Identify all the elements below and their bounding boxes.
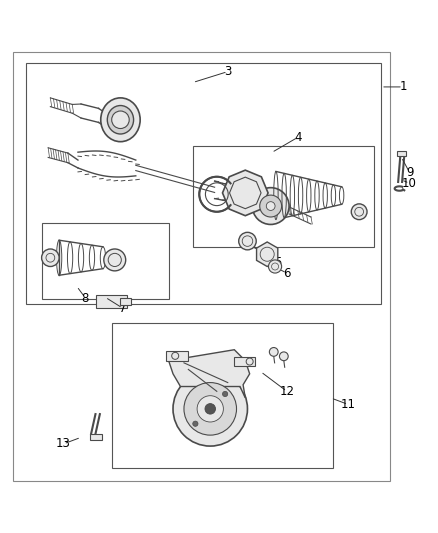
Text: 3: 3 <box>224 65 231 78</box>
Polygon shape <box>223 170 268 216</box>
Text: 1: 1 <box>399 80 407 93</box>
Text: 10: 10 <box>402 177 417 190</box>
Text: 13: 13 <box>56 438 71 450</box>
Text: 2: 2 <box>259 245 267 257</box>
Circle shape <box>269 348 278 356</box>
Text: 11: 11 <box>341 398 356 411</box>
Bar <box>234 357 255 366</box>
Circle shape <box>239 232 256 250</box>
Ellipse shape <box>107 106 134 134</box>
Bar <box>26 63 381 304</box>
Circle shape <box>260 195 282 217</box>
Circle shape <box>184 383 237 435</box>
Circle shape <box>42 249 59 266</box>
Circle shape <box>252 188 289 224</box>
Text: 4: 4 <box>294 131 302 144</box>
Polygon shape <box>169 350 250 398</box>
Text: 6: 6 <box>283 266 291 280</box>
Circle shape <box>268 260 282 273</box>
Circle shape <box>223 391 228 397</box>
Bar <box>166 351 188 361</box>
Circle shape <box>173 372 247 446</box>
Circle shape <box>193 421 198 426</box>
Bar <box>120 298 131 305</box>
Circle shape <box>112 111 129 128</box>
Bar <box>90 434 102 440</box>
Circle shape <box>197 395 223 422</box>
Bar <box>193 146 374 247</box>
Text: 12: 12 <box>279 385 294 398</box>
Circle shape <box>351 204 367 220</box>
Text: 8: 8 <box>82 292 89 304</box>
Circle shape <box>279 352 288 361</box>
Bar <box>96 295 127 308</box>
Text: 9: 9 <box>406 166 413 179</box>
Text: 7: 7 <box>119 302 127 314</box>
Circle shape <box>205 403 215 414</box>
Circle shape <box>104 249 126 271</box>
Bar <box>42 223 169 300</box>
Polygon shape <box>257 242 278 266</box>
Bar <box>397 151 406 156</box>
Text: 5: 5 <box>275 256 282 269</box>
Circle shape <box>266 201 275 211</box>
Ellipse shape <box>101 98 140 142</box>
Bar <box>112 324 333 468</box>
Bar <box>13 52 390 481</box>
